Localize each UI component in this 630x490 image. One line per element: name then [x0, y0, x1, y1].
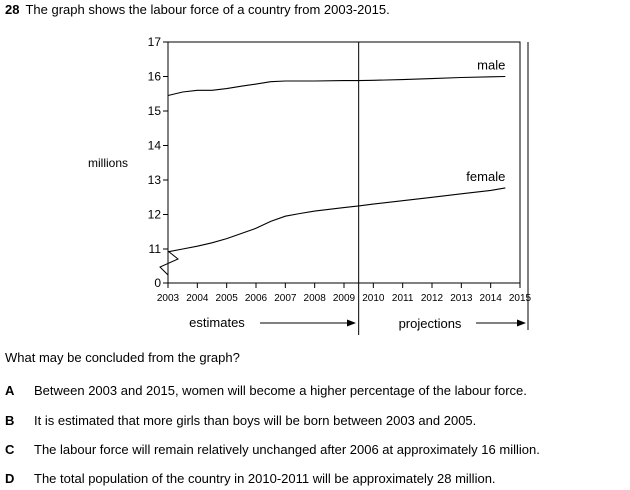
option-c[interactable]: C The labour force will remain relatively… [5, 442, 540, 457]
x-tick-label: 2008 [304, 293, 327, 304]
option-b-letter: B [5, 413, 15, 428]
option-a-text: Between 2003 and 2015, women will become… [34, 383, 527, 398]
projections-arrow-head [517, 319, 526, 327]
question-prompt: What may be concluded from the graph? [5, 350, 240, 365]
estimates-label: estimates [189, 315, 245, 330]
option-a-letter: A [5, 383, 15, 398]
x-tick-label: 2014 [480, 293, 503, 304]
option-a[interactable]: A Between 2003 and 2015, women will becom… [5, 383, 527, 398]
x-tick-label: 2012 [421, 293, 444, 304]
series-male-label: male [477, 58, 505, 73]
question-header: 28 The graph shows the labour force of a … [5, 2, 390, 17]
y-tick-label: 11 [149, 242, 162, 256]
option-b[interactable]: B It is estimated that more girls than bo… [5, 413, 476, 428]
y-tick-label: 15 [148, 104, 162, 118]
chart-dynamic-layer: 0 11 12 13 14 15 16 17 2003 2004 2005 2006 2007 2008 2… [148, 35, 532, 335]
y-tick-label: 13 [148, 173, 162, 187]
axis-break [159, 250, 179, 276]
series-female-line [167, 187, 506, 253]
y-tick-label: 14 [148, 139, 162, 153]
x-tick-label: 2005 [216, 293, 239, 304]
y-tick-label: 16 [148, 70, 162, 84]
option-c-letter: C [5, 442, 15, 457]
x-tick-label: 2003 [157, 293, 180, 304]
x-tick-label: 2004 [186, 293, 209, 304]
option-d-text: The total population of the country in 2… [34, 471, 496, 486]
y-axis-label: millions [88, 156, 128, 170]
x-tick-label: 2009 [333, 293, 356, 304]
y-tick-label: 0 [154, 276, 161, 290]
series-female-label: female [466, 169, 505, 184]
x-tick-label: 2006 [245, 293, 268, 304]
x-tick-label: 2015 [509, 293, 532, 304]
plot-frame [167, 41, 521, 284]
y-tick-label: 12 [148, 208, 162, 222]
option-c-text: The labour force will remain relatively … [34, 442, 540, 457]
x-tick-label: 2011 [392, 293, 414, 304]
x-tick-label: 2010 [362, 293, 385, 304]
option-d[interactable]: D The total population of the country in … [5, 471, 496, 486]
question-number: 28 [5, 2, 20, 17]
series-male-line [167, 75, 506, 97]
option-d-letter: D [5, 471, 15, 486]
x-tick-label: 2007 [274, 293, 297, 304]
x-tick-label: 2013 [450, 293, 473, 304]
option-b-text: It is estimated that more girls than boy… [34, 413, 477, 428]
y-tick-label: 17 [148, 35, 162, 49]
labour-force-chart: millions 0 11 12 13 14 15 16 17 2003 2004 2005 2006… [88, 35, 532, 335]
projections-label: projections [399, 316, 462, 331]
estimates-arrow-head [347, 319, 356, 327]
question-text: The graph shows the labour force of a co… [25, 2, 390, 17]
